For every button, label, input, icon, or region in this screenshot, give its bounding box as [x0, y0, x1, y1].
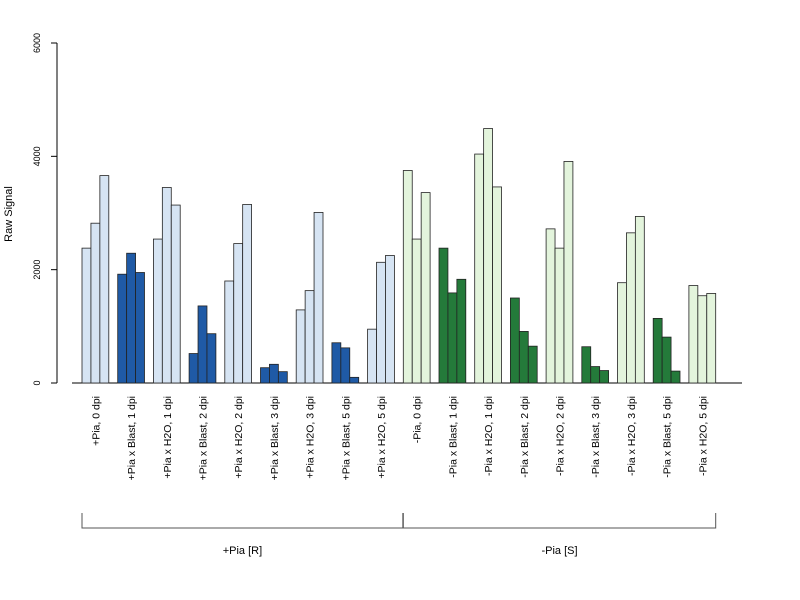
bar — [411, 238, 422, 384]
category-label: -Pia x Blast, 2 dpi — [519, 396, 531, 478]
category-labels: +Pia, 0 dpi +Pia x Blast, 1 dpi +Pia x H2O… — [90, 396, 709, 480]
bar — [509, 297, 520, 384]
bar — [634, 215, 645, 384]
bar — [99, 175, 110, 384]
bar — [126, 252, 136, 384]
category-label: +Pia x Blast, 3 dpi — [269, 396, 281, 480]
bar — [438, 247, 449, 384]
bar — [117, 273, 128, 384]
y-axis: 0 2000 4000 6000 — [32, 33, 58, 386]
bar — [152, 238, 163, 384]
bar — [402, 170, 413, 384]
bar — [706, 293, 717, 384]
group-brackets: +Pia [R] -Pia [S] — [81, 513, 717, 557]
category-label: -Pia x H2O, 5 dpi — [697, 396, 709, 476]
bar — [135, 272, 145, 384]
bar — [599, 370, 610, 384]
bar — [269, 363, 279, 384]
category-label: -Pia, 0 dpi — [412, 396, 424, 443]
y-axis-label: Raw Signal — [3, 186, 15, 242]
bar — [206, 333, 217, 384]
group-bracket — [81, 513, 404, 529]
y-tick-label: 6000 — [32, 33, 42, 53]
bar — [617, 282, 627, 384]
bar — [670, 370, 681, 384]
category-label: +Pia x Blast, 2 dpi — [198, 396, 210, 480]
category-label: -Pia x H2O, 1 dpi — [483, 396, 495, 476]
bar — [331, 342, 342, 384]
bar — [554, 247, 565, 384]
bar — [474, 153, 485, 384]
category-label: -Pia x H2O, 2 dpi — [555, 396, 567, 476]
bar — [697, 295, 708, 384]
bar — [626, 232, 636, 384]
category-label: +Pia x Blast, 5 dpi — [340, 396, 352, 480]
y-tick-label: 4000 — [32, 146, 42, 166]
bar — [340, 347, 351, 384]
bar — [688, 285, 699, 384]
bar — [81, 247, 92, 384]
bar — [376, 261, 386, 384]
bar — [188, 353, 199, 384]
category-label: -Pia x Blast, 3 dpi — [590, 396, 602, 478]
bar — [367, 328, 377, 384]
bar — [233, 243, 244, 384]
y-tick-label: 0 — [32, 380, 42, 385]
bar — [420, 192, 431, 384]
bar — [581, 346, 592, 384]
bar — [661, 336, 672, 384]
y-tick-label: 2000 — [32, 260, 42, 280]
group-label: +Pia [R] — [223, 545, 262, 557]
bar — [295, 309, 306, 384]
bar — [260, 367, 270, 384]
bar — [304, 290, 315, 384]
category-label: +Pia x H2O, 5 dpi — [376, 396, 388, 479]
bar — [90, 222, 101, 384]
category-label: -Pia x H2O, 3 dpi — [626, 396, 638, 476]
bar — [447, 292, 458, 384]
bar — [385, 255, 395, 384]
bar — [483, 128, 493, 384]
category-label: +Pia x Blast, 1 dpi — [126, 396, 138, 480]
category-label: +Pia, 0 dpi — [90, 396, 102, 446]
bar — [563, 161, 574, 384]
bar — [170, 204, 181, 384]
bar — [590, 366, 601, 384]
bar — [313, 212, 324, 384]
category-label: +Pia x H2O, 1 dpi — [162, 396, 174, 479]
bar — [224, 280, 235, 384]
group-bracket — [402, 513, 717, 529]
category-label: -Pia x Blast, 5 dpi — [662, 396, 674, 478]
bar — [277, 371, 288, 384]
category-label: +Pia x H2O, 2 dpi — [233, 396, 245, 479]
bars — [81, 128, 717, 384]
group-label: -Pia [S] — [541, 545, 577, 557]
bar — [456, 278, 467, 384]
bar — [349, 376, 360, 384]
bar — [197, 305, 208, 384]
bar — [492, 186, 502, 384]
bar — [161, 187, 172, 384]
bar — [652, 317, 663, 384]
bar — [242, 204, 253, 384]
category-label: +Pia x H2O, 3 dpi — [305, 396, 317, 479]
bar — [527, 345, 538, 384]
category-label: -Pia x Blast, 1 dpi — [447, 396, 459, 478]
bar — [545, 228, 556, 384]
bar — [518, 331, 529, 384]
